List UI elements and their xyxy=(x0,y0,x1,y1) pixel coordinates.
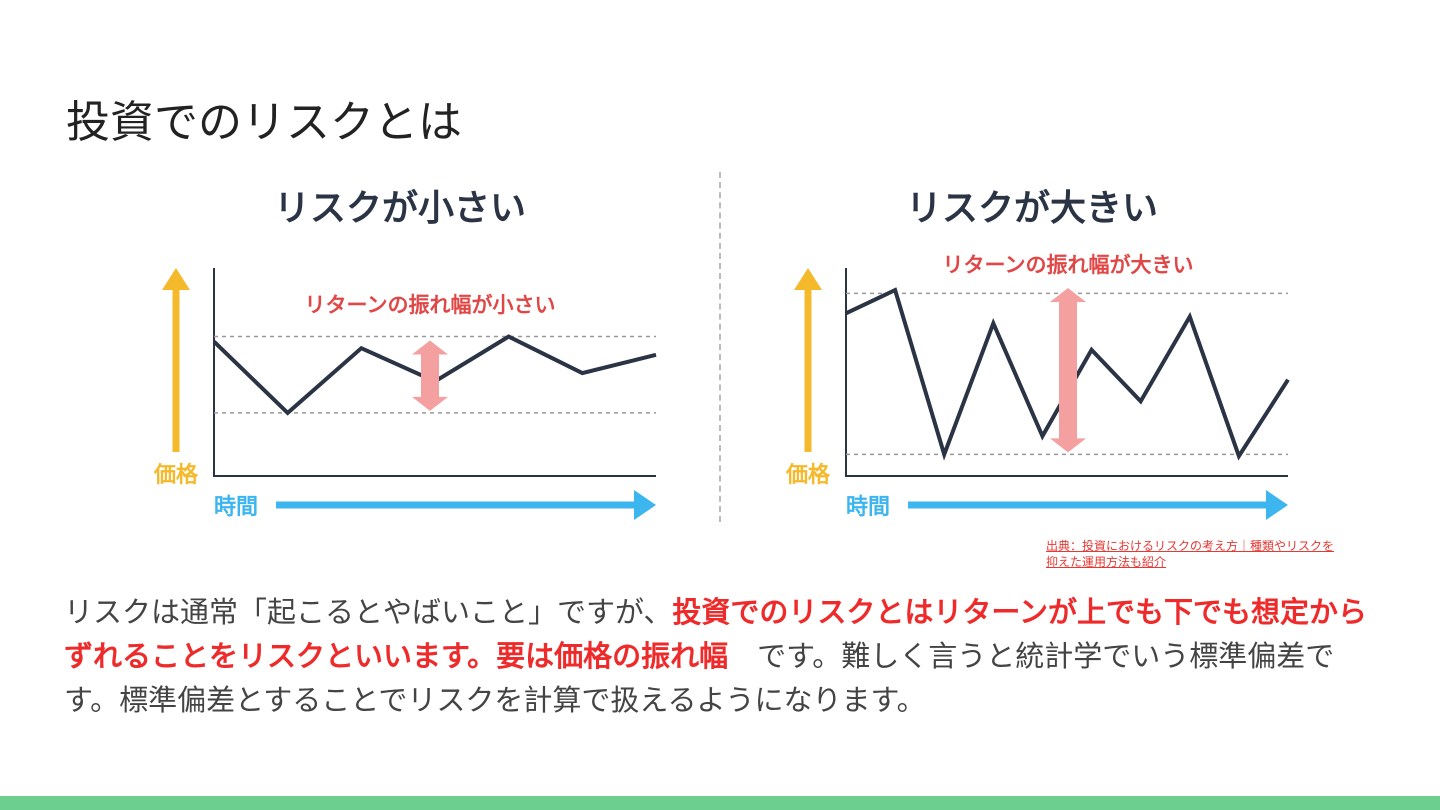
range-arrow-head-down xyxy=(412,396,448,411)
range-arrow-shaft xyxy=(421,352,439,399)
body-text-part2: です。難しく言うと統計学でいう標準偏差です。標準偏差とすることでリスクを計算で扱… xyxy=(64,639,1335,717)
axis-frame xyxy=(845,268,1288,477)
source-link-line2[interactable]: 抑えた運用方法も紹介 xyxy=(1046,555,1167,569)
divider-line xyxy=(719,172,721,522)
axis-frame xyxy=(213,268,656,477)
range-arrow-head-down xyxy=(1050,438,1086,453)
chart-low-risk: リスクが小さい価格 時間 リターンの振れ幅が小さい xyxy=(130,170,690,530)
chart-heading: リスクが小さい xyxy=(274,188,526,229)
body-paragraph: リスクは通常「起こるとやばいこと」ですが、投資でのリスクとはリターンが上でも下で… xyxy=(64,590,1384,722)
chart-heading: リスクが大きい xyxy=(906,188,1158,229)
y-axis-arrow-head xyxy=(162,268,190,290)
range-annotation: リターンの振れ幅が小さい xyxy=(305,293,556,317)
footer-accent-bar xyxy=(0,796,1440,810)
x-axis-label: 時間 xyxy=(846,495,890,520)
body-text-part1: リスクは通常「起こるとやばいこと」ですが、 xyxy=(64,595,673,629)
range-arrow-shaft xyxy=(1059,300,1077,441)
chart-high-risk: リスクが大きい価格 時間 リターンの振れ幅が大きい xyxy=(762,170,1322,530)
y-axis-arrow-head xyxy=(794,268,822,290)
source-link[interactable]: 出典：投資におけるリスクの考え方｜種類やリスクを 抑えた運用方法も紹介 xyxy=(1046,538,1334,570)
y-axis-label: 価格 xyxy=(785,462,831,488)
source-link-line1[interactable]: 出典：投資におけるリスクの考え方｜種類やリスクを xyxy=(1046,539,1335,553)
range-arrow-head-up xyxy=(1050,288,1086,302)
range-arrow-head-up xyxy=(412,340,448,355)
y-axis-label: 価格 xyxy=(153,462,199,488)
x-axis-arrow-head xyxy=(1266,490,1288,520)
x-axis-label: 時間 xyxy=(214,495,258,520)
body-emphasis: 投資でのリスクとはリターンが上でも下でも想定からずれることをリスクといいます。要… xyxy=(64,595,1367,673)
slide-title: 投資でのリスクとは xyxy=(66,97,462,148)
x-axis-arrow-head xyxy=(634,490,656,520)
range-annotation: リターンの振れ幅が大きい xyxy=(943,253,1194,277)
